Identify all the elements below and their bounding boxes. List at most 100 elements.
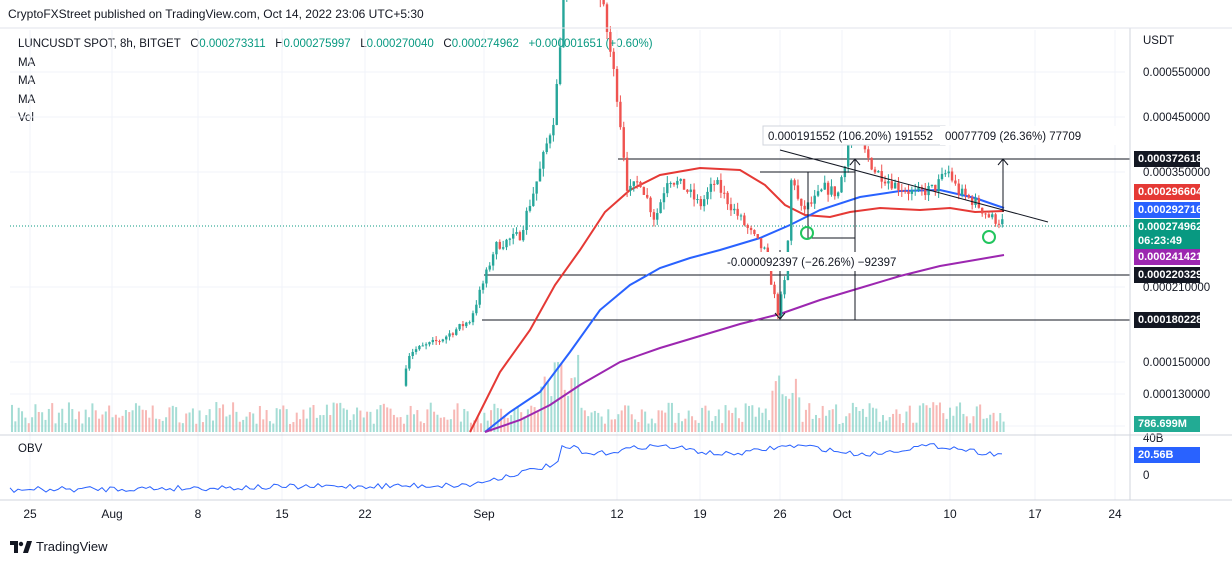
volume-bar xyxy=(503,415,506,432)
volume-bar xyxy=(319,415,322,432)
candle-body xyxy=(428,342,431,345)
volume-bar xyxy=(587,416,590,432)
volume-bar xyxy=(57,412,60,432)
volume-bar xyxy=(995,421,998,432)
volume-bar xyxy=(952,415,955,432)
volume-bar xyxy=(928,407,931,432)
ma-purple-line xyxy=(484,254,1005,433)
volume-bar xyxy=(242,419,245,432)
candle-body xyxy=(532,193,535,206)
publisher-text: CryptoFXStreet published on TradingView.… xyxy=(8,7,424,21)
volume-bar xyxy=(101,414,104,432)
volume-bar xyxy=(520,412,523,432)
candle-body xyxy=(944,173,947,175)
candle-body xyxy=(431,339,434,343)
volume-bar xyxy=(161,420,164,432)
volume-bar xyxy=(744,403,747,432)
measure-label-down: -0.000092397 (−26.26%) −92397 xyxy=(722,252,908,271)
volume-bar xyxy=(962,413,965,432)
price-tick-label: 0.000150000 xyxy=(1143,357,1210,369)
volume-bar xyxy=(627,405,630,432)
volume-bar xyxy=(463,408,466,432)
volume-bar xyxy=(372,423,375,432)
price-tag: 786.699M xyxy=(1134,416,1200,432)
time-tick-label: 15 xyxy=(275,507,289,521)
volume-bar xyxy=(205,415,208,432)
volume-bar xyxy=(691,416,694,432)
volume-bar xyxy=(794,378,797,432)
volume-bar xyxy=(402,423,405,432)
candle-body xyxy=(716,179,719,185)
open-label: O xyxy=(190,38,200,50)
tradingview-footer[interactable]: TradingView xyxy=(10,539,108,554)
volume-bar xyxy=(413,414,415,432)
candle-body xyxy=(847,144,850,167)
volume-bar xyxy=(88,417,91,432)
price-tag: 0.000241421 xyxy=(1134,249,1202,265)
volume-bar xyxy=(547,382,549,432)
volume-bar xyxy=(975,406,978,432)
arrow-up-icon xyxy=(849,158,861,166)
volume-bar xyxy=(865,416,868,432)
moving-averages xyxy=(469,166,1005,433)
volume-bar xyxy=(399,417,402,432)
volume-bar xyxy=(392,414,395,432)
candle-body xyxy=(736,208,739,216)
volume-bar xyxy=(469,422,472,432)
candle-body xyxy=(991,214,994,218)
candle-body xyxy=(1001,219,1004,225)
candle-body xyxy=(823,182,826,190)
candle-body xyxy=(960,188,964,196)
candle-body xyxy=(689,189,692,192)
volume-bar xyxy=(550,396,553,432)
candle-body xyxy=(726,192,729,205)
volume-bar xyxy=(905,411,908,432)
candle-body xyxy=(739,215,743,217)
volume-bar xyxy=(141,409,144,432)
volume-bar xyxy=(788,398,791,432)
volume-bar xyxy=(644,411,647,432)
volume-bar xyxy=(67,402,70,432)
volume-bar xyxy=(835,404,838,432)
candle-body xyxy=(629,185,632,191)
volume-bar xyxy=(21,411,24,432)
volume-bar xyxy=(17,407,20,432)
volume-bar xyxy=(945,418,948,432)
measure-label-2-text: 00077709 (26.36%) 77709 xyxy=(945,131,1081,143)
volume-bar xyxy=(222,404,225,432)
candle-body xyxy=(518,232,522,241)
candle-body xyxy=(411,351,414,356)
volume-bar xyxy=(727,410,730,432)
volume-bar xyxy=(238,421,241,432)
indicator-ma-1[interactable]: MA xyxy=(18,56,36,69)
volume-bar xyxy=(178,422,181,432)
volume-bar xyxy=(443,417,446,432)
volume-bar xyxy=(188,412,191,432)
volume-bar xyxy=(171,405,174,432)
volume-bar xyxy=(439,417,442,432)
volume-bar xyxy=(650,418,653,432)
candle-body xyxy=(790,180,793,241)
volume-bar xyxy=(630,414,633,432)
candle-body xyxy=(424,344,428,346)
volume-bar xyxy=(362,417,365,432)
volume-bar xyxy=(195,423,198,432)
candle-body xyxy=(408,355,411,369)
indicator-ma-3[interactable]: MA xyxy=(18,93,36,106)
volume-bar xyxy=(493,403,496,432)
volume-bar xyxy=(289,423,292,432)
candle-body xyxy=(672,183,676,185)
volume-bar xyxy=(536,412,539,432)
measure-label-down-bg xyxy=(722,252,908,271)
indicator-ma-2[interactable]: MA xyxy=(18,75,36,87)
candle-body xyxy=(481,283,485,290)
volume-bar xyxy=(721,423,724,432)
candle-body xyxy=(830,186,833,195)
candle-body xyxy=(723,192,726,194)
close-value: 0.000274962 xyxy=(451,38,519,50)
volume-bar xyxy=(664,412,667,432)
symbol-label[interactable]: LUNCUSDT SPOT, 8h, BITGET xyxy=(18,38,181,50)
volume-bar xyxy=(315,417,318,432)
candle-body xyxy=(893,182,897,189)
